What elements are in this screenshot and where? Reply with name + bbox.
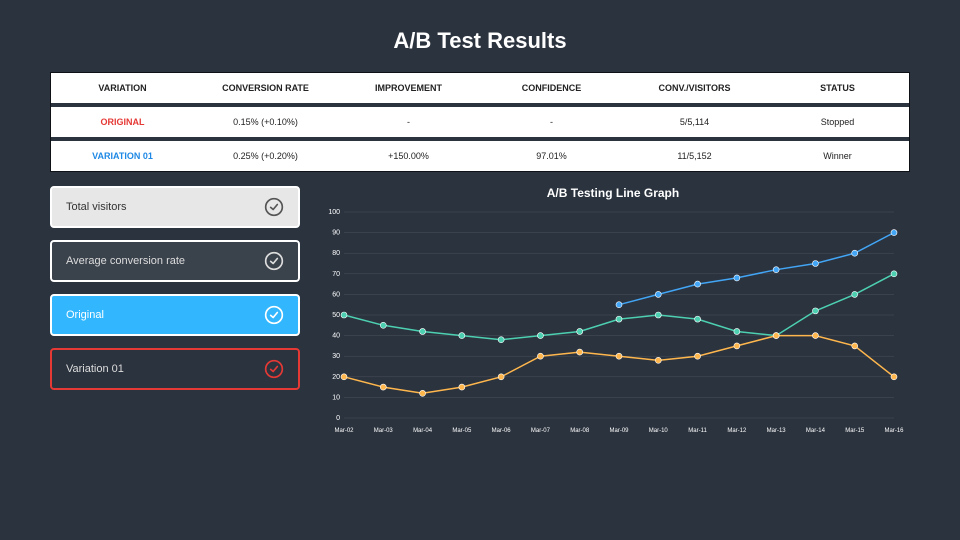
svg-text:Mar-14: Mar-14 bbox=[806, 428, 826, 434]
chart-title: A/B Testing Line Graph bbox=[316, 186, 910, 200]
svg-text:80: 80 bbox=[332, 250, 340, 257]
svg-text:0: 0 bbox=[336, 415, 340, 422]
cell: 0.25% (+0.20%) bbox=[194, 139, 337, 171]
svg-text:Mar-09: Mar-09 bbox=[609, 428, 629, 434]
svg-text:10: 10 bbox=[332, 394, 340, 401]
svg-text:Mar-12: Mar-12 bbox=[727, 428, 747, 434]
cell: - bbox=[480, 105, 623, 139]
col-header: IMPROVEMENT bbox=[337, 73, 480, 105]
svg-text:Mar-13: Mar-13 bbox=[767, 428, 787, 434]
svg-text:Mar-04: Mar-04 bbox=[413, 428, 433, 434]
cell: Winner bbox=[766, 139, 909, 171]
cell: Stopped bbox=[766, 105, 909, 139]
svg-text:Mar-05: Mar-05 bbox=[452, 428, 472, 434]
cell: +150.00% bbox=[337, 139, 480, 171]
svg-text:70: 70 bbox=[332, 271, 340, 278]
metric-cards: Total visitors Average conversion rate Ori… bbox=[50, 186, 300, 436]
cell: 0.15% (+0.10%) bbox=[194, 105, 337, 139]
metric-card[interactable]: Average conversion rate bbox=[50, 240, 300, 282]
page-title: A/B Test Results bbox=[0, 0, 960, 72]
card-label: Original bbox=[66, 309, 104, 321]
metric-card[interactable]: Original bbox=[50, 294, 300, 336]
svg-text:30: 30 bbox=[332, 353, 340, 360]
card-label: Average conversion rate bbox=[66, 255, 185, 267]
svg-text:40: 40 bbox=[332, 333, 340, 340]
cell: 97.01% bbox=[480, 139, 623, 171]
cell: VARIATION 01 bbox=[51, 139, 194, 171]
svg-text:Mar-15: Mar-15 bbox=[845, 428, 865, 434]
chart-panel: A/B Testing Line Graph 0 10 20 30 40 50 60 70 80… bbox=[316, 186, 910, 436]
svg-text:Mar-06: Mar-06 bbox=[492, 428, 512, 434]
svg-text:50: 50 bbox=[332, 312, 340, 319]
col-header: VARIATION bbox=[51, 73, 194, 105]
svg-text:Mar-08: Mar-08 bbox=[570, 428, 590, 434]
col-header: CONV./VISITORS bbox=[623, 73, 766, 105]
svg-text:Mar-11: Mar-11 bbox=[688, 428, 707, 434]
svg-text:100: 100 bbox=[328, 209, 340, 216]
cell: 11/5,152 bbox=[623, 139, 766, 171]
metric-card[interactable]: Total visitors bbox=[50, 186, 300, 228]
svg-text:60: 60 bbox=[332, 291, 340, 298]
table-row: VARIATION 010.25% (+0.20%)+150.00%97.01%… bbox=[51, 139, 909, 171]
table-row: ORIGINAL0.15% (+0.10%)--5/5,114Stopped bbox=[51, 105, 909, 139]
card-label: Total visitors bbox=[66, 201, 127, 213]
check-circle-icon bbox=[264, 359, 284, 379]
card-label: Variation 01 bbox=[66, 363, 124, 375]
svg-text:Mar-02: Mar-02 bbox=[334, 428, 354, 434]
svg-text:Mar-16: Mar-16 bbox=[884, 428, 904, 434]
cell: - bbox=[337, 105, 480, 139]
line-chart: 0 10 20 30 40 50 60 70 80 90 100 Mar-02 Mar-03 Mar-04… bbox=[316, 206, 906, 436]
cell: 5/5,114 bbox=[623, 105, 766, 139]
svg-text:Mar-03: Mar-03 bbox=[374, 428, 394, 434]
metric-card[interactable]: Variation 01 bbox=[50, 348, 300, 390]
svg-text:Mar-10: Mar-10 bbox=[649, 428, 669, 434]
col-header: CONFIDENCE bbox=[480, 73, 623, 105]
check-circle-icon bbox=[264, 197, 284, 217]
cell: ORIGINAL bbox=[51, 105, 194, 139]
svg-text:90: 90 bbox=[332, 230, 340, 237]
svg-text:Mar-07: Mar-07 bbox=[531, 428, 551, 434]
col-header: CONVERSION RATE bbox=[194, 73, 337, 105]
check-circle-icon bbox=[264, 251, 284, 271]
results-table: VARIATIONCONVERSION RATEIMPROVEMENTCONFI… bbox=[50, 72, 910, 172]
svg-text:20: 20 bbox=[332, 374, 340, 381]
check-circle-icon bbox=[264, 305, 284, 325]
col-header: STATUS bbox=[766, 73, 909, 105]
